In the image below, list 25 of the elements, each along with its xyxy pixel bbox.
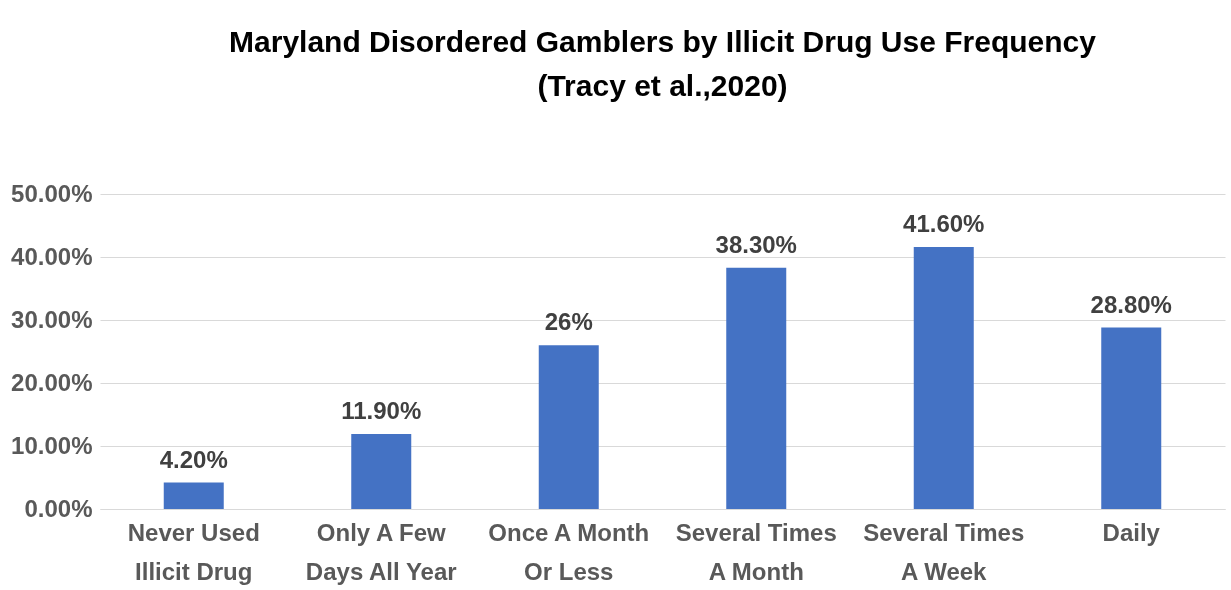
y-tick-label: 30.00% xyxy=(11,305,93,333)
data-label: 28.80% xyxy=(1090,290,1172,318)
bar xyxy=(538,345,599,509)
y-tick-label: 10.00% xyxy=(11,431,93,459)
data-label: 11.90% xyxy=(341,397,422,425)
bar xyxy=(913,246,974,509)
chart-title: Maryland Disordered Gamblers by Illicit Drug Use Frequency (Tracy et al.,2020) xyxy=(229,25,1097,102)
bar xyxy=(351,434,412,509)
y-tick-label: 50.00% xyxy=(11,179,93,207)
x-tick-label: Several Times A Month xyxy=(675,518,837,585)
x-tick-label: Once A Month Or Less xyxy=(488,518,650,585)
x-tick-label: Only A Few Days All Year xyxy=(305,518,457,585)
bar xyxy=(726,267,787,509)
x-tick-label: Several Times A Week xyxy=(863,518,1025,585)
x-tick-label: Never Used Illicit Drug xyxy=(127,518,260,585)
bar xyxy=(1101,327,1162,509)
data-label: 26% xyxy=(544,308,593,336)
y-tick-label: 0.00% xyxy=(24,494,93,522)
x-tick-label: Daily xyxy=(1102,518,1161,546)
y-tick-label: 20.00% xyxy=(11,368,93,396)
bar xyxy=(163,482,224,509)
y-tick-label: 40.00% xyxy=(11,242,93,270)
data-label: 41.60% xyxy=(903,209,985,237)
data-label: 38.30% xyxy=(715,230,797,258)
data-label: 4.20% xyxy=(159,445,228,473)
